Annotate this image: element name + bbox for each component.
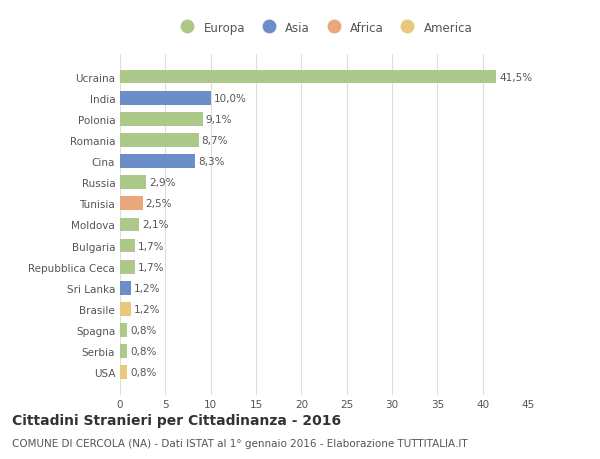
Bar	[120, 112, 203, 126]
Text: 0,8%: 0,8%	[130, 325, 157, 335]
Text: 1,7%: 1,7%	[138, 262, 164, 272]
Bar	[120, 134, 199, 147]
Text: 2,9%: 2,9%	[149, 178, 176, 188]
Bar	[120, 71, 496, 84]
Text: 41,5%: 41,5%	[499, 73, 532, 82]
Bar	[120, 281, 131, 295]
Text: 8,3%: 8,3%	[198, 157, 224, 167]
Bar	[120, 176, 146, 190]
Text: 0,8%: 0,8%	[130, 347, 157, 356]
Text: 2,1%: 2,1%	[142, 220, 168, 230]
Bar	[120, 260, 136, 274]
Text: 10,0%: 10,0%	[214, 94, 246, 103]
Bar	[120, 239, 136, 253]
Text: 8,7%: 8,7%	[202, 135, 228, 146]
Text: 1,7%: 1,7%	[138, 241, 164, 251]
Text: COMUNE DI CERCOLA (NA) - Dati ISTAT al 1° gennaio 2016 - Elaborazione TUTTITALIA: COMUNE DI CERCOLA (NA) - Dati ISTAT al 1…	[12, 438, 467, 448]
Bar	[120, 92, 211, 105]
Text: Cittadini Stranieri per Cittadinanza - 2016: Cittadini Stranieri per Cittadinanza - 2…	[12, 413, 341, 427]
Bar	[120, 218, 139, 232]
Bar	[120, 197, 143, 211]
Bar	[120, 366, 127, 379]
Text: 0,8%: 0,8%	[130, 368, 157, 377]
Text: 9,1%: 9,1%	[205, 115, 232, 124]
Bar	[120, 345, 127, 358]
Legend: Europa, Asia, Africa, America: Europa, Asia, Africa, America	[170, 17, 478, 39]
Text: 1,2%: 1,2%	[134, 283, 160, 293]
Text: 2,5%: 2,5%	[145, 199, 172, 209]
Bar	[120, 155, 195, 168]
Bar	[120, 302, 131, 316]
Bar	[120, 324, 127, 337]
Text: 1,2%: 1,2%	[134, 304, 160, 314]
